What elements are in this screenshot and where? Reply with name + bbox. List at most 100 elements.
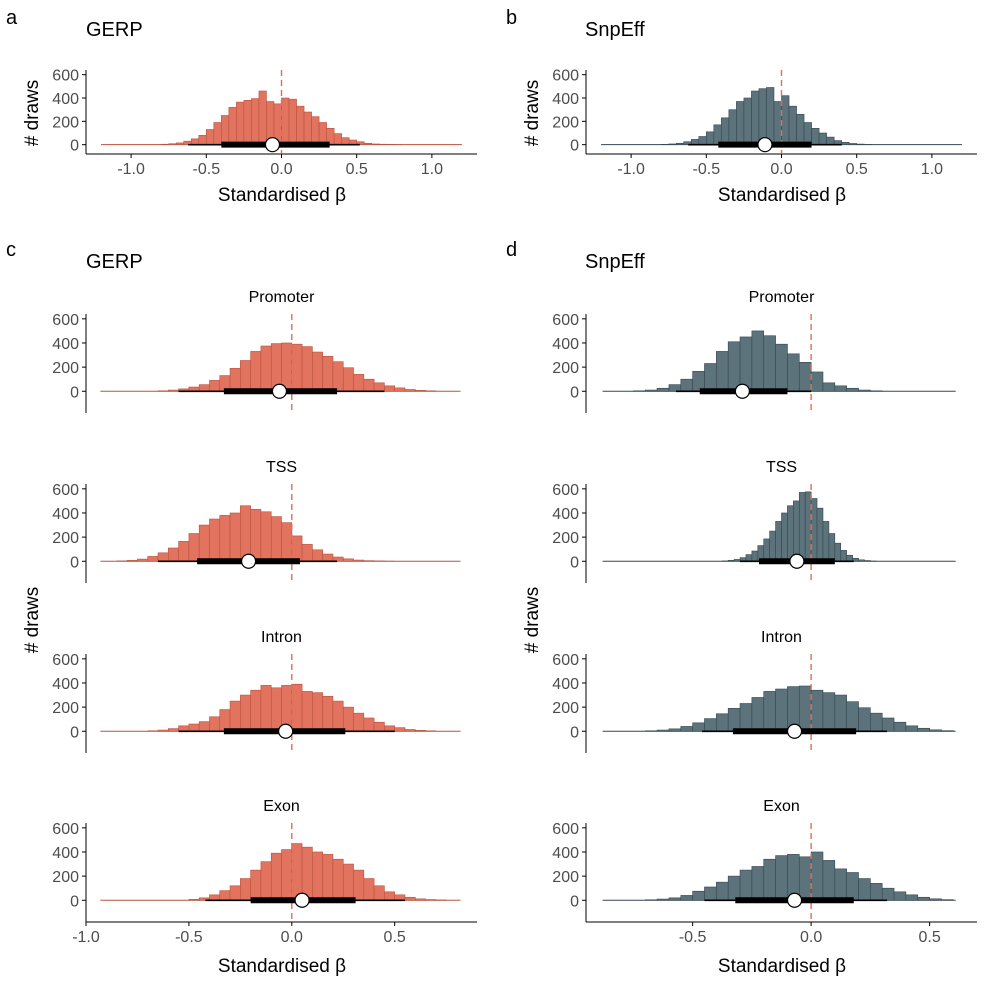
histogram-bar xyxy=(342,863,354,901)
histogram-bar xyxy=(168,728,179,732)
histogram-bar xyxy=(219,515,231,562)
y-tick-label: 200 xyxy=(52,700,79,717)
histogram-bar xyxy=(281,342,293,392)
histogram-bar xyxy=(301,544,313,562)
point-estimate xyxy=(240,553,257,569)
histogram-bar xyxy=(404,729,416,732)
histogram-bar xyxy=(680,378,693,392)
y-tick-label: 200 xyxy=(52,114,79,131)
histogram-bar xyxy=(826,136,835,145)
histogram-bar xyxy=(796,114,805,145)
point-estimate xyxy=(786,723,803,739)
histogram-bar xyxy=(727,341,741,392)
histogram-bar xyxy=(840,550,847,562)
y-tick-label: 0 xyxy=(570,554,579,571)
histogram-bar xyxy=(781,512,788,562)
histogram-bar xyxy=(301,346,313,392)
histogram-bar xyxy=(332,700,344,732)
x-tick-label: -0.5 xyxy=(193,161,221,178)
histogram-bar xyxy=(704,886,717,901)
panel-title-a: GERP xyxy=(86,19,143,41)
panel-letter-b: b xyxy=(506,7,517,29)
histogram-bar xyxy=(404,896,416,901)
y-tick-label: 200 xyxy=(552,869,579,886)
histogram-bar xyxy=(858,389,871,392)
y-tick-label: 600 xyxy=(52,482,79,499)
y-tick-label: 0 xyxy=(570,724,579,741)
point-estimate xyxy=(271,383,288,399)
histogram-bar xyxy=(342,367,354,392)
histogram-bar xyxy=(739,703,753,732)
histogram-bar xyxy=(810,689,824,732)
histogram-bar xyxy=(373,382,385,392)
histogram-bar xyxy=(332,361,344,392)
histogram-bar xyxy=(213,122,222,145)
histogram-bar xyxy=(384,725,395,732)
histogram-bar xyxy=(404,389,416,392)
histogram-bar xyxy=(312,351,323,392)
histogram-bar xyxy=(250,509,262,562)
histogram-bar xyxy=(917,727,930,732)
panel-d1: Promoter 0 200 400 600 xyxy=(552,289,956,413)
panel-c4: Exon 0 200 400 600 -1.0 -0.5 0.0 0.5 xyxy=(52,798,477,946)
histogram-bar xyxy=(822,692,836,732)
histogram-bar xyxy=(243,100,252,145)
histogram-bar xyxy=(858,559,865,562)
histogram-bar xyxy=(929,898,942,901)
histogram-bar xyxy=(804,491,812,562)
histogram-bar xyxy=(706,131,715,145)
histogram-bar xyxy=(728,109,737,145)
histogram-bar xyxy=(206,129,215,145)
histogram-bar xyxy=(341,137,350,145)
histogram-bar xyxy=(745,554,753,562)
histogram-bar xyxy=(751,90,760,145)
x-tick-label: -1.0 xyxy=(72,929,100,946)
x-tick-label: 0.5 xyxy=(918,929,940,946)
histogram-bar xyxy=(250,689,262,732)
y-tick-label: 200 xyxy=(552,114,579,131)
xlabel-c: Standardised β xyxy=(218,956,346,977)
panel-title-b: SnpEff xyxy=(585,19,645,41)
histogram-bar xyxy=(810,371,824,392)
histogram-bar xyxy=(175,142,185,145)
facet-label: Intron xyxy=(761,629,802,646)
y-tick-label: 600 xyxy=(552,821,579,838)
histogram-bar xyxy=(198,135,207,145)
histogram-bar xyxy=(893,721,907,732)
histogram-bar xyxy=(229,512,241,562)
panel-c1: Promoter 0 200 400 600 xyxy=(52,289,461,413)
y-tick-label: 200 xyxy=(52,360,79,377)
histogram-bar xyxy=(333,133,342,145)
histogram-bar xyxy=(209,716,221,732)
x-tick-label: 0.0 xyxy=(270,161,292,178)
histogram-bar xyxy=(917,896,930,901)
histogram-bar xyxy=(250,869,262,901)
facet-label: TSS xyxy=(266,459,297,476)
panel-c3: Intron 0 200 400 600 xyxy=(52,629,461,753)
histogram-bar xyxy=(739,869,753,901)
x-tick-label: 0.0 xyxy=(770,161,792,178)
histogram-bar xyxy=(834,694,847,732)
ylabel-b: # draws xyxy=(522,80,543,147)
y-tick-label: 600 xyxy=(552,482,579,499)
histogram-bar xyxy=(775,855,788,901)
histogram-bar xyxy=(870,712,883,732)
panel-letter-a: a xyxy=(6,7,18,29)
histogram-bar xyxy=(301,691,313,732)
histogram-bar xyxy=(157,729,169,732)
histogram-bar xyxy=(414,730,426,732)
point-estimate xyxy=(789,553,805,569)
histogram-bar xyxy=(168,547,179,562)
y-tick-label: 400 xyxy=(52,676,79,693)
histogram-bar xyxy=(668,384,682,392)
histogram-bar xyxy=(281,522,293,562)
histogram-bar xyxy=(810,851,824,901)
panel-c2: TSS 0 200 400 600 xyxy=(52,459,461,583)
histogram-bar xyxy=(168,389,179,392)
point-estimate xyxy=(757,137,773,153)
histogram-bar xyxy=(229,700,241,732)
histogram-bar xyxy=(893,891,907,901)
histogram-bar xyxy=(798,361,812,392)
histogram-bar xyxy=(680,726,693,732)
